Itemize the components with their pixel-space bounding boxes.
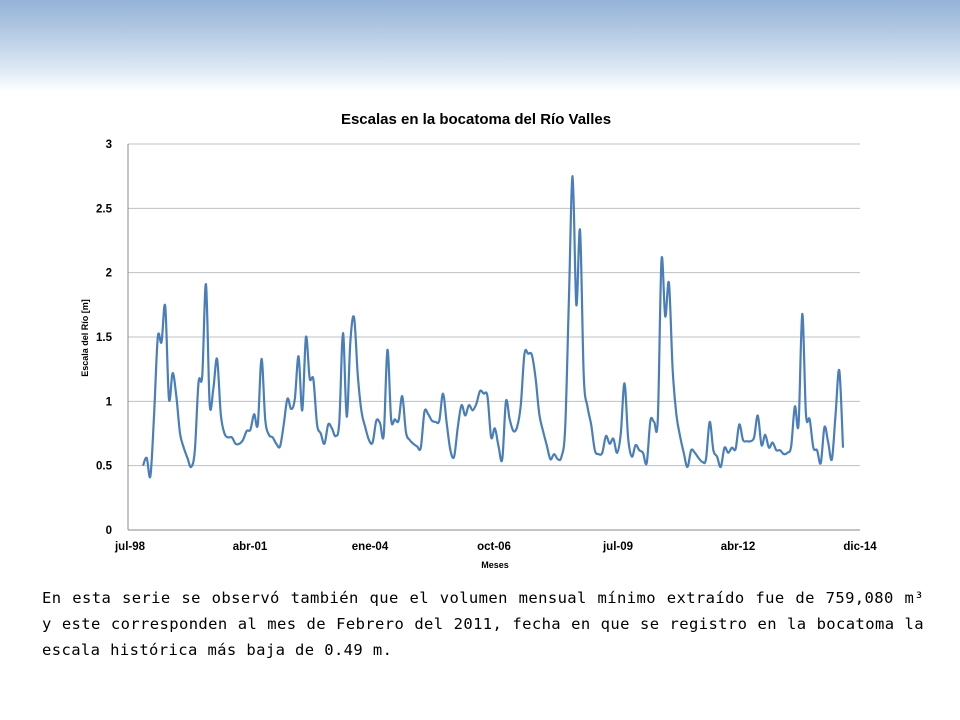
y-tick-label: 2 bbox=[106, 268, 112, 280]
x-tick-label: jul-09 bbox=[602, 541, 633, 553]
y-axis-title: Escala del Río [m] bbox=[80, 299, 90, 377]
x-tick-label: jul-98 bbox=[114, 541, 146, 553]
chart-title: Escalas en la bocatoma del Río Valles bbox=[341, 111, 611, 128]
x-tick-label: ene-04 bbox=[352, 541, 389, 553]
x-axis-title: Meses bbox=[481, 560, 509, 570]
x-tick-label: dic-14 bbox=[843, 541, 877, 553]
x-tick-label: abr-01 bbox=[233, 541, 268, 553]
x-tick-label: oct-06 bbox=[477, 541, 511, 553]
y-tick-label: 2.5 bbox=[96, 203, 113, 215]
y-gridlines bbox=[128, 143, 860, 467]
x-tick-label: abr-12 bbox=[721, 541, 756, 553]
y-tick-label: 0.5 bbox=[96, 461, 113, 473]
caption-paragraph: En esta serie se observó también que el … bbox=[42, 589, 924, 659]
y-tick-label: 1 bbox=[106, 396, 113, 408]
y-tick-labels: 0 0.5 1 1.5 2 2.5 3 bbox=[96, 139, 113, 537]
y-tick-label: 3 bbox=[106, 139, 112, 151]
x-tick-labels: jul-98 abr-01 ene-04 oct-06 jul-09 abr-12 dic-… bbox=[114, 541, 877, 553]
y-tick-label: 1.5 bbox=[96, 332, 113, 344]
y-tick-label: 0 bbox=[106, 525, 112, 537]
header-banner bbox=[0, 0, 960, 92]
series-line-escala bbox=[141, 175, 845, 479]
line-chart: Escalas en la bocatoma del Río Valles 00… bbox=[80, 111, 877, 570]
